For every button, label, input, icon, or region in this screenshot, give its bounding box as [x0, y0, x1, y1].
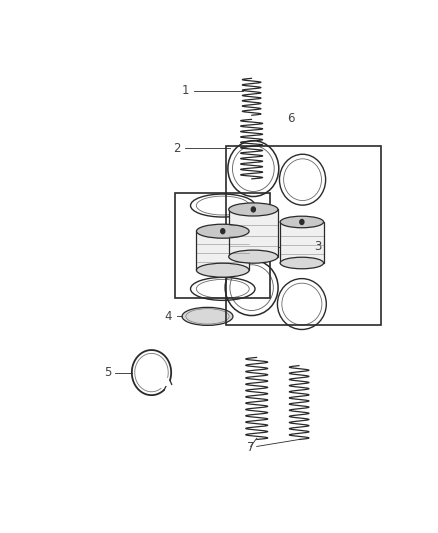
Bar	[197, 231, 249, 270]
Text: 6: 6	[287, 111, 294, 125]
Ellipse shape	[182, 308, 233, 325]
Bar	[280, 222, 324, 263]
Circle shape	[251, 207, 255, 212]
Bar	[175, 193, 270, 298]
Text: 3: 3	[314, 240, 321, 253]
Circle shape	[300, 220, 304, 224]
Circle shape	[221, 229, 225, 233]
Bar	[226, 146, 381, 325]
Ellipse shape	[197, 263, 249, 277]
Bar	[229, 209, 278, 257]
Text: 4: 4	[165, 310, 172, 323]
Text: 5: 5	[104, 366, 111, 379]
Ellipse shape	[280, 257, 324, 269]
Ellipse shape	[280, 216, 324, 228]
Ellipse shape	[197, 224, 249, 238]
Text: 2: 2	[173, 142, 181, 155]
Text: 7: 7	[247, 441, 254, 454]
Ellipse shape	[229, 203, 278, 216]
Text: 1: 1	[182, 84, 189, 97]
Ellipse shape	[229, 250, 278, 263]
